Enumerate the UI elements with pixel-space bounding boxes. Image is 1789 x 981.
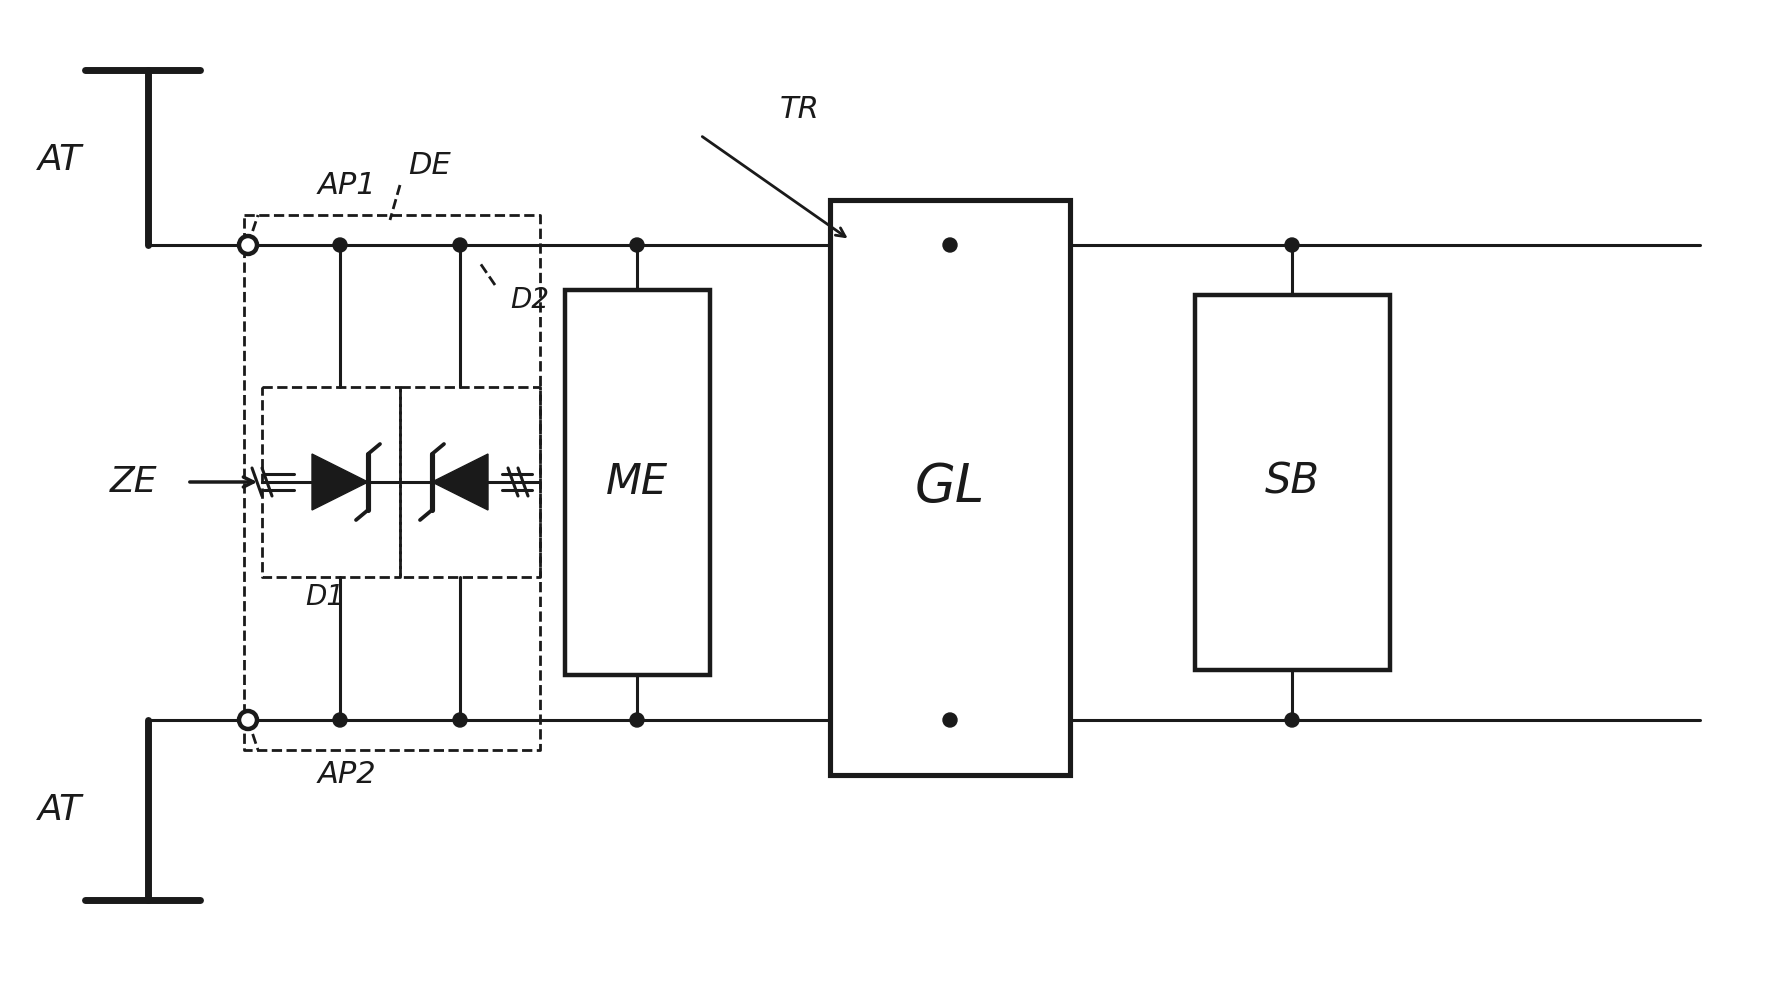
Text: ME: ME [606,461,667,503]
Circle shape [943,713,957,727]
Text: AP1: AP1 [318,171,376,199]
Text: D1: D1 [306,583,343,611]
Bar [1195,295,1390,670]
Text: AT: AT [38,143,82,177]
Circle shape [333,238,347,252]
Circle shape [453,238,467,252]
Circle shape [1285,238,1299,252]
Text: ZE: ZE [109,465,157,499]
Circle shape [333,713,347,727]
Circle shape [630,238,644,252]
Polygon shape [311,454,369,510]
Circle shape [240,711,258,729]
Text: SB: SB [1263,461,1318,503]
Bar [830,200,1070,775]
Circle shape [240,236,258,254]
Text: TR: TR [780,95,819,125]
Polygon shape [431,454,488,510]
Text: GL: GL [914,461,984,513]
Circle shape [1285,713,1299,727]
Text: D2: D2 [510,286,549,314]
Circle shape [453,713,467,727]
Text: DE: DE [408,150,451,180]
Circle shape [943,238,957,252]
Circle shape [630,713,644,727]
Bar [565,290,710,675]
Text: AT: AT [38,793,82,827]
Text: AP2: AP2 [318,760,376,790]
